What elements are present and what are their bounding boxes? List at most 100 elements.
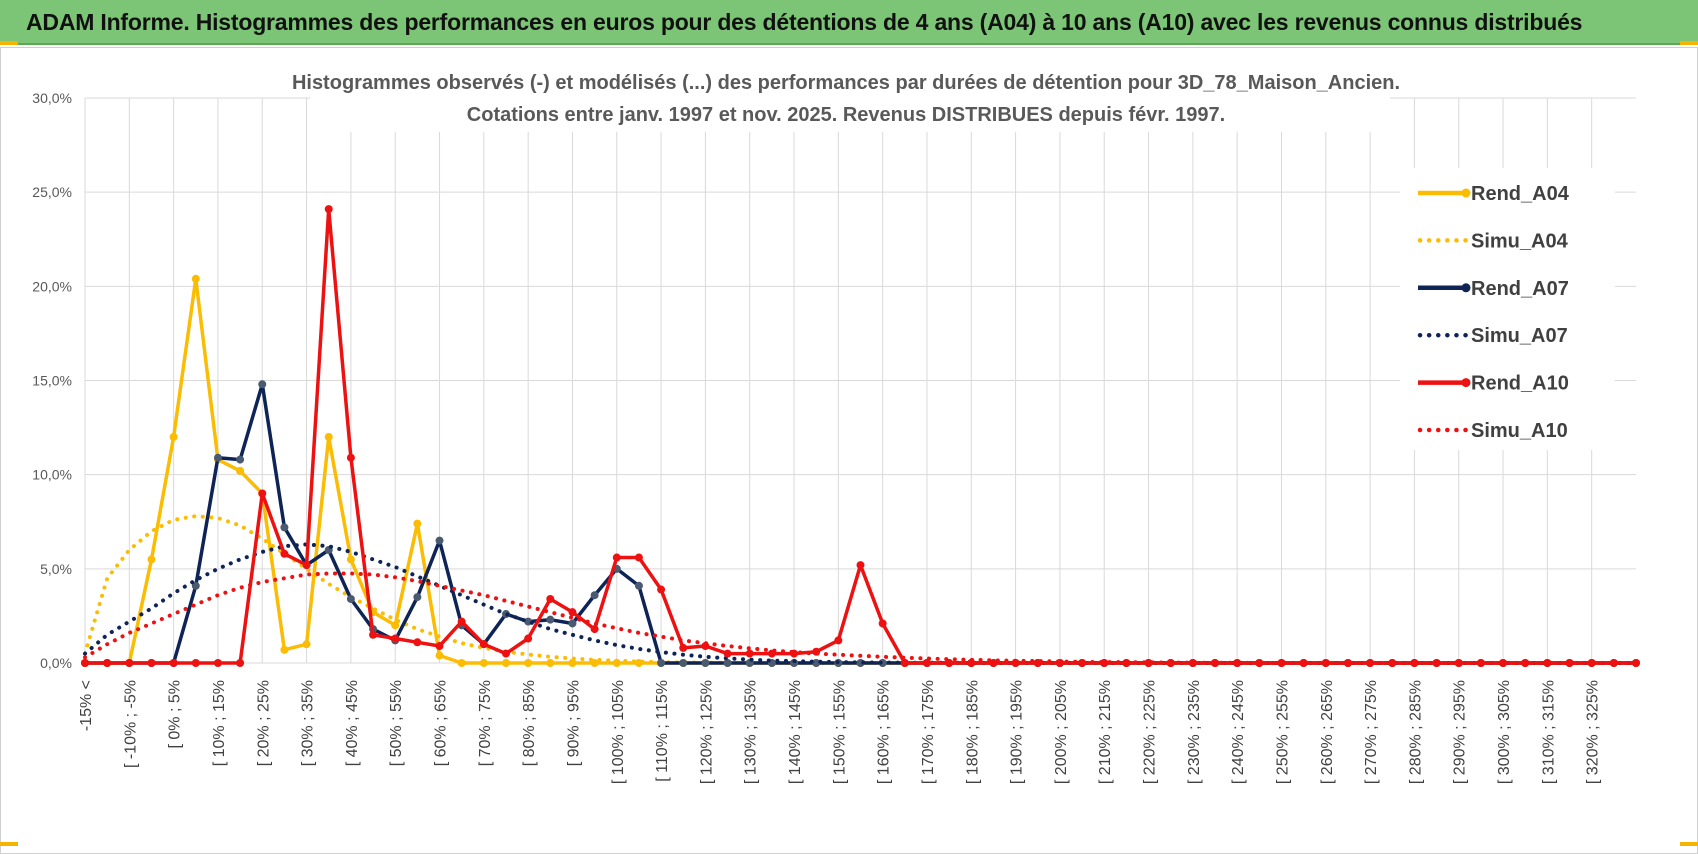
data-point-rend-a04: [346, 555, 355, 564]
x-tick-label: [ 10% ; 15%: [211, 680, 228, 766]
data-point-rend-a04: [302, 640, 311, 649]
data-point-rend-a07: [701, 659, 710, 667]
data-point-rend-a10: [258, 489, 267, 498]
data-point-rend-a10: [435, 642, 444, 651]
chart-subtitle: Cotations entre janv. 1997 et nov. 2025.…: [467, 104, 1225, 126]
x-tick-label: [ 220% ; 225%: [1142, 680, 1159, 784]
x-tick-label: [ 310% ; 315%: [1540, 680, 1557, 784]
data-point-rend-a10: [413, 638, 422, 647]
data-point-rend-a07: [812, 659, 821, 667]
legend-label-rend-a10: Rend_A10: [1471, 373, 1569, 395]
data-point-rend-a10: [369, 630, 378, 639]
data-point-rend-a04: [169, 433, 178, 441]
data-point-rend-a10: [1565, 659, 1574, 667]
data-point-rend-a07: [280, 523, 289, 532]
banner-title: ADAM Informe. Histogrammes des performan…: [0, 0, 1698, 45]
data-point-rend-a10: [546, 594, 555, 603]
data-point-rend-a07: [236, 455, 245, 464]
data-point-rend-a10: [922, 659, 931, 667]
x-tick-label: [ 70% ; 75%: [477, 680, 494, 766]
data-point-rend-a10: [945, 659, 954, 667]
data-point-rend-a10: [657, 585, 666, 594]
data-point-rend-a10: [501, 649, 510, 658]
data-point-rend-a10: [1343, 659, 1352, 667]
data-point-rend-a10: [1255, 659, 1264, 667]
data-point-rend-a10: [679, 643, 688, 652]
chart-title: Histogrammes observés (-) et modélisés (…: [292, 72, 1400, 94]
legend-label-simu-a10: Simu_A10: [1471, 420, 1568, 442]
legend-label-simu-a07: Simu_A07: [1471, 325, 1568, 347]
data-point-rend-a07: [546, 615, 555, 624]
data-point-rend-a07: [213, 453, 222, 462]
data-point-rend-a10: [125, 659, 134, 667]
x-tick-label: [ 260% ; 265%: [1319, 680, 1336, 784]
y-tick-label: 5,0%: [40, 561, 72, 577]
data-point-rend-a10: [723, 649, 732, 658]
y-tick-label: 15,0%: [32, 373, 72, 389]
data-point-rend-a10: [81, 659, 89, 667]
data-point-rend-a10: [169, 659, 178, 667]
x-tick-label: [ 0% ; 5%: [167, 680, 184, 748]
data-point-rend-a10: [1366, 659, 1375, 667]
x-tick-label: [ 130% ; 135%: [743, 680, 760, 784]
data-point-rend-a04: [413, 519, 422, 528]
corner-marker: [0, 41, 18, 45]
legend: Rend_A04 Simu_A04 Rend_A07 Simu_A07 Rend_A10…: [1417, 183, 1570, 442]
data-point-rend-a10: [191, 659, 200, 667]
data-point-rend-a04: [546, 659, 555, 667]
legend-label-simu-a04: Simu_A04: [1471, 230, 1569, 252]
x-tick-label: [ 140% ; 145%: [787, 680, 804, 784]
data-point-rend-a10: [1144, 659, 1153, 667]
x-tick-label: [ 90% ; 95%: [565, 680, 582, 766]
x-tick-label: [ 170% ; 175%: [920, 680, 937, 784]
x-tick-label: [ 80% ; 85%: [521, 680, 538, 766]
legend-swatch-marker-rend-a10: [1461, 378, 1471, 388]
x-tick-label: [ 190% ; 195%: [1009, 680, 1026, 784]
x-tick-label: [ 150% ; 155%: [831, 680, 848, 784]
x-tick-label: [ 60% ; 65%: [433, 680, 450, 766]
x-tick-label: [ 210% ; 215%: [1097, 680, 1114, 784]
x-tick-label: [ -10% ; -5%: [122, 680, 139, 768]
y-tick-label: 0,0%: [40, 655, 72, 671]
legend-swatch-marker-rend-a04: [1461, 188, 1471, 198]
data-point-rend-a07: [435, 536, 444, 545]
data-point-rend-a04: [147, 555, 156, 564]
data-point-rend-a10: [856, 561, 865, 570]
x-tick-label: [ 290% ; 295%: [1452, 680, 1469, 784]
data-point-rend-a07: [191, 581, 200, 590]
data-point-rend-a10: [634, 553, 643, 562]
y-tick-label: 10,0%: [32, 467, 72, 483]
data-point-rend-a10: [324, 205, 333, 214]
y-tick-label: 20,0%: [32, 278, 72, 294]
x-tick-label: [ 200% ; 205%: [1053, 680, 1070, 784]
data-point-rend-a10: [280, 549, 289, 558]
data-point-rend-a10: [524, 634, 533, 643]
data-point-rend-a04: [280, 645, 289, 654]
x-tick-label: [ 300% ; 305%: [1496, 680, 1513, 784]
x-tick-label: [ 160% ; 165%: [876, 680, 893, 784]
data-point-rend-a04: [568, 659, 577, 667]
x-tick-label: [ 40% ; 45%: [344, 680, 361, 766]
y-tick-label: 25,0%: [32, 184, 72, 200]
x-axis-ticks: -15% < [ -10% ; -5% [ 0% ; 5% [ 10% ; 15% [ …: [78, 680, 1602, 784]
data-point-rend-a04: [457, 659, 466, 667]
data-point-rend-a04: [590, 659, 599, 667]
data-point-rend-a04: [524, 659, 533, 667]
data-point-rend-a07: [634, 581, 643, 590]
y-tick-label: 30,0%: [32, 90, 72, 106]
data-point-rend-a07: [723, 659, 732, 667]
data-point-rend-a10: [900, 659, 909, 667]
data-point-rend-a07: [679, 659, 688, 667]
data-point-rend-a10: [391, 634, 400, 643]
x-tick-label: [ 120% ; 125%: [698, 680, 715, 784]
data-point-rend-a10: [1454, 659, 1463, 667]
data-point-rend-a10: [479, 640, 488, 649]
data-point-rend-a10: [568, 608, 577, 617]
x-tick-label: [ 20% ; 25%: [255, 680, 272, 766]
data-point-rend-a10: [1521, 659, 1530, 667]
data-point-rend-a07: [258, 380, 267, 389]
data-point-rend-a10: [213, 659, 222, 667]
data-point-rend-a10: [590, 625, 599, 634]
legend-background: [1400, 168, 1615, 450]
